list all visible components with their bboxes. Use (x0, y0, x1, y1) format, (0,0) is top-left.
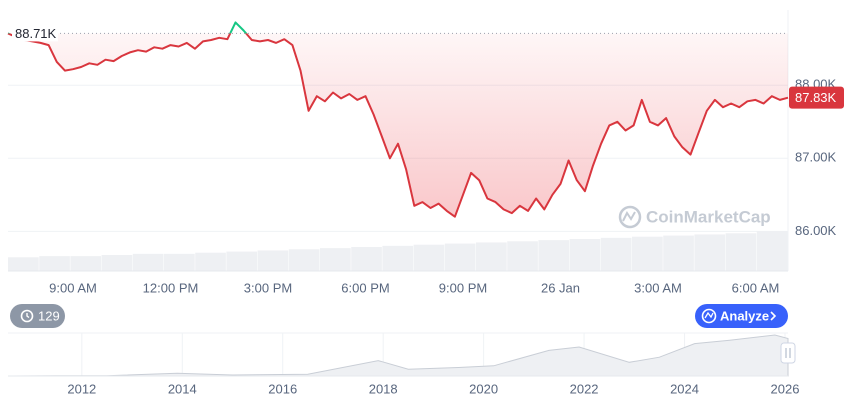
x-tick-label: 9:00 PM (439, 280, 487, 295)
navigator-handle[interactable] (780, 342, 796, 364)
volume-bar (132, 253, 164, 271)
x-tick-label: 26 Jan (541, 280, 580, 295)
volume-bar (288, 249, 320, 271)
volume-bar (663, 235, 694, 271)
volume-bar (632, 236, 663, 271)
navigator-area (11, 334, 789, 377)
x-tick-label: 3:00 PM (244, 280, 292, 295)
x-tick-label: 2020 (469, 381, 498, 396)
button-label: Analyze (720, 308, 769, 323)
price-line (7, 33, 789, 218)
badge-count: 129 (38, 308, 60, 323)
x-tick-label: 2026 (771, 381, 800, 396)
x-tick-label: 2022 (570, 381, 599, 396)
volume-bar (569, 239, 601, 271)
x-tick-label: 2018 (369, 381, 398, 396)
x-tick-label: 2012 (67, 381, 96, 396)
volume-bar (725, 233, 757, 271)
volume-bar (444, 243, 476, 271)
volume-bar (101, 255, 133, 271)
volume-bar (476, 242, 507, 271)
x-tick-label: 6:00 AM (732, 280, 780, 295)
x-tick-label: 6:00 PM (341, 280, 389, 295)
current-price-tag (789, 86, 844, 109)
x-tick-label: 2014 (168, 381, 197, 396)
reference-label-bg (12, 25, 58, 42)
watermark: CoinMarketCap (618, 205, 771, 229)
volume-bar (694, 234, 726, 271)
current-price-label: 87.83K (795, 90, 837, 105)
x-tick-label: 9:00 AM (49, 280, 97, 295)
volume-bar (507, 241, 538, 271)
y-tick-label: 87.00K (795, 150, 837, 165)
x-tick-label: 2016 (268, 381, 297, 396)
volume-bar (382, 245, 414, 271)
volume-bar (8, 257, 39, 271)
watermark-text: CoinMarketCap (646, 207, 771, 226)
volume-bar (257, 250, 289, 271)
volume-bar (164, 253, 195, 271)
reference-label: 88.71K (15, 26, 57, 41)
volume-bar (600, 237, 632, 271)
history-badge[interactable]: 129 (10, 304, 65, 328)
price-area (8, 33, 788, 217)
volume-bar (351, 247, 382, 271)
x-tick-label: 12:00 PM (143, 280, 199, 295)
analyze-button[interactable]: Analyze (695, 304, 788, 328)
volume-bar (320, 248, 351, 271)
volume-bar (413, 244, 445, 271)
y-tick-label: 86.00K (795, 223, 837, 238)
volume-bar (538, 240, 570, 271)
volume-bar (226, 251, 258, 271)
volume-bar (195, 252, 226, 271)
volume-bar (70, 256, 102, 271)
x-tick-label: 2024 (670, 381, 699, 396)
x-tick-label: 3:00 AM (634, 280, 682, 295)
volume-bar (756, 231, 788, 271)
volume-bar (39, 256, 70, 271)
